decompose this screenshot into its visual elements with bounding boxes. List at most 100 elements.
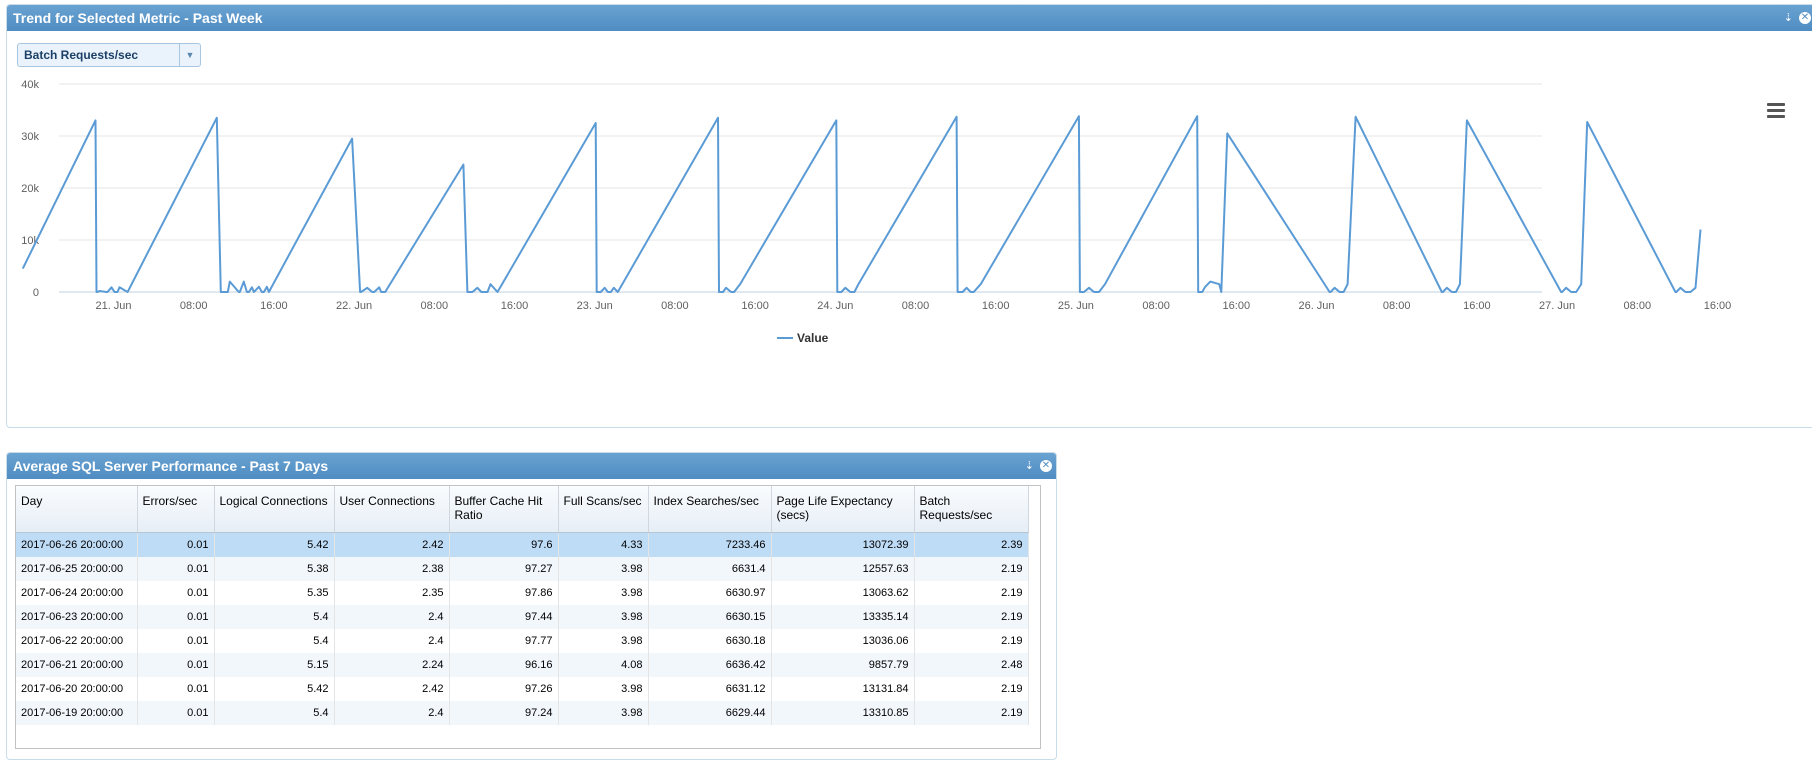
table-cell: 5.38 — [214, 557, 335, 581]
y-tick-label: 20k — [21, 183, 39, 195]
table-cell: 13036.06 — [771, 629, 915, 653]
table-cell: 2.19 — [914, 605, 1029, 629]
x-tick-label: 25. Jun — [1058, 300, 1094, 312]
table-cell: 2017-06-20 20:00:00 — [16, 677, 138, 701]
table-row[interactable]: 2017-06-22 20:00:00 0.01 5.4 2.4 97.77 3.98 66… — [16, 629, 1029, 653]
table-cell: 5.35 — [214, 581, 335, 605]
table-cell: 6631.12 — [648, 677, 772, 701]
column-header[interactable]: Index Searches/sec — [648, 486, 772, 533]
column-header[interactable]: Page Life Expectancy (secs) — [771, 486, 915, 533]
table-cell: 6631.4 — [648, 557, 772, 581]
column-header[interactable]: Full Scans/sec — [558, 486, 649, 533]
x-tick-label: 08:00 — [1624, 300, 1652, 312]
table-cell: 0.01 — [137, 532, 215, 557]
x-tick-label: 16:00 — [982, 300, 1010, 312]
table-cell: 2.42 — [334, 677, 450, 701]
perf-panel: Average SQL Server Performance - Past 7 … — [6, 452, 1057, 760]
close-icon[interactable]: ✕ — [1799, 12, 1811, 24]
table-cell: 0.01 — [137, 629, 215, 653]
table-cell: 2.19 — [914, 629, 1029, 653]
table-row[interactable]: 2017-06-19 20:00:00 0.01 5.4 2.4 97.24 3.98 66… — [16, 701, 1029, 725]
column-header[interactable]: Day — [16, 486, 138, 533]
column-header[interactable]: User Connections — [334, 486, 450, 533]
close-icon[interactable]: ✕ — [1040, 460, 1052, 472]
legend-label[interactable]: Value — [797, 331, 829, 345]
table-cell: 13063.62 — [771, 581, 915, 605]
table-row[interactable]: 2017-06-26 20:00:00 0.01 5.42 2.42 97.6 4.33 7… — [16, 532, 1029, 557]
table-cell: 6636.42 — [648, 653, 772, 677]
table-cell: 2.48 — [914, 653, 1029, 677]
table-cell: 2017-06-23 20:00:00 — [16, 605, 138, 629]
table-row[interactable]: 2017-06-23 20:00:00 0.01 5.4 2.4 97.44 3.98 66… — [16, 605, 1029, 629]
table-cell: 97.27 — [449, 557, 559, 581]
table-cell: 6630.15 — [648, 605, 772, 629]
table-row[interactable]: 2017-06-24 20:00:00 0.01 5.35 2.35 97.86 3.98… — [16, 581, 1029, 605]
x-tick-label: 23. Jun — [577, 300, 613, 312]
hamburger-menu-icon[interactable] — [1767, 103, 1785, 121]
perf-panel-title: Average SQL Server Performance - Past 7 … — [13, 458, 329, 474]
table-cell: 2.35 — [334, 581, 450, 605]
trend-panel: Trend for Selected Metric - Past Week ⇣ … — [6, 4, 1812, 428]
table-cell: 97.24 — [449, 701, 559, 725]
table-cell: 9857.79 — [771, 653, 915, 677]
table-cell: 3.98 — [558, 629, 649, 653]
table-cell: 2017-06-25 20:00:00 — [16, 557, 138, 581]
table-cell: 6630.18 — [648, 629, 772, 653]
x-tick-label: 08:00 — [1142, 300, 1170, 312]
chevron-down-icon[interactable]: ▼ — [179, 44, 200, 66]
table-cell: 2017-06-21 20:00:00 — [16, 653, 138, 677]
table-cell: 0.01 — [137, 605, 215, 629]
table-row[interactable]: 2017-06-25 20:00:00 0.01 5.38 2.38 97.27 3.98… — [16, 557, 1029, 581]
table-cell: 2.4 — [334, 701, 450, 725]
y-tick-label: 40k — [21, 79, 39, 91]
column-header[interactable]: Errors/sec — [137, 486, 215, 533]
column-header[interactable]: Buffer Cache Hit Ratio — [449, 486, 559, 533]
table-cell: 2.4 — [334, 629, 450, 653]
table-cell: 0.01 — [137, 677, 215, 701]
pin-icon[interactable]: ⇣ — [1024, 460, 1034, 472]
pin-icon[interactable]: ⇣ — [1783, 12, 1793, 24]
table-cell: 96.16 — [449, 653, 559, 677]
table-row[interactable]: 2017-06-20 20:00:00 0.01 5.42 2.42 97.26 3.98… — [16, 677, 1029, 701]
table-cell: 0.01 — [137, 653, 215, 677]
table-cell: 2.4 — [334, 605, 450, 629]
table-cell: 3.98 — [558, 701, 649, 725]
table-cell: 4.08 — [558, 653, 649, 677]
table-cell: 13131.84 — [771, 677, 915, 701]
table-cell: 0.01 — [137, 581, 215, 605]
table-cell: 0.01 — [137, 701, 215, 725]
table-cell: 97.86 — [449, 581, 559, 605]
x-tick-label: 08:00 — [661, 300, 689, 312]
x-tick-label: 24. Jun — [817, 300, 853, 312]
table-cell: 3.98 — [558, 581, 649, 605]
metric-select-value: Batch Requests/sec — [24, 48, 139, 62]
y-tick-label: 0 — [33, 287, 39, 299]
table-cell: 13310.85 — [771, 701, 915, 725]
table-cell: 2.19 — [914, 557, 1029, 581]
table-cell: 5.4 — [214, 605, 335, 629]
column-header[interactable]: Logical Connections — [214, 486, 335, 533]
table-cell: 6629.44 — [648, 701, 772, 725]
table-cell: 6630.97 — [648, 581, 772, 605]
table-cell: 0.01 — [137, 557, 215, 581]
series-line-value — [21, 115, 1702, 293]
table-cell: 5.4 — [214, 701, 335, 725]
table-cell: 2.19 — [914, 581, 1029, 605]
table-cell: 13072.39 — [771, 532, 915, 557]
table-row[interactable]: 2017-06-21 20:00:00 0.01 5.15 2.24 96.16 4.08… — [16, 653, 1029, 677]
table-cell: 2.39 — [914, 532, 1029, 557]
x-tick-label: 16:00 — [1223, 300, 1251, 312]
x-tick-label: 08:00 — [902, 300, 930, 312]
perf-table: Day Errors/sec Logical Connections User Con… — [16, 486, 1029, 725]
perf-panel-header: Average SQL Server Performance - Past 7 … — [7, 453, 1056, 479]
x-tick-label: 16:00 — [260, 300, 288, 312]
column-header[interactable]: Batch Requests/sec — [914, 486, 1029, 533]
table-cell: 13335.14 — [771, 605, 915, 629]
x-tick-label: 22. Jun — [336, 300, 372, 312]
table-cell: 2.38 — [334, 557, 450, 581]
metric-select[interactable]: Batch Requests/sec ▼ — [17, 43, 201, 67]
x-tick-label: 08:00 — [180, 300, 208, 312]
table-cell: 5.4 — [214, 629, 335, 653]
table-cell: 97.77 — [449, 629, 559, 653]
table-cell: 5.15 — [214, 653, 335, 677]
